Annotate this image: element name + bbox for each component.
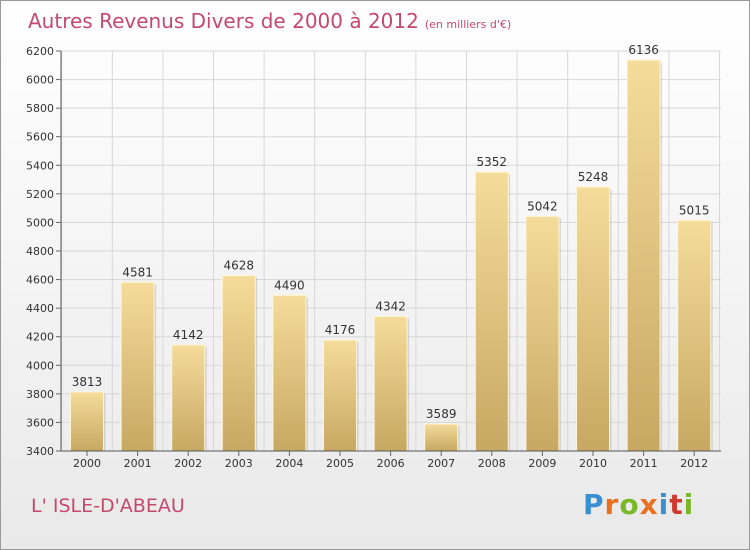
y-tick-label: 3400 bbox=[26, 445, 54, 458]
bars: 3813 4581 4142 4628 4490 4176 4342 3589 5352 5042… bbox=[70, 43, 713, 452]
value-label: 5015 bbox=[679, 203, 710, 217]
x-tick-label: 2009 bbox=[528, 457, 556, 470]
y-tick-label: 5000 bbox=[26, 216, 54, 229]
bar-2002[interactable] bbox=[171, 344, 206, 452]
y-tick-label: 4600 bbox=[26, 274, 54, 287]
bar-2009[interactable] bbox=[525, 215, 560, 452]
x-tick-label: 2004 bbox=[275, 457, 303, 470]
proxiti-logo[interactable]: Proxiti bbox=[583, 488, 694, 521]
value-label: 5042 bbox=[527, 199, 558, 213]
y-tick-label: 5800 bbox=[26, 102, 54, 115]
y-tick-label: 3800 bbox=[26, 388, 54, 401]
x-tick-label: 2010 bbox=[579, 457, 607, 470]
logo-letter: o bbox=[619, 488, 640, 521]
bar-2012[interactable] bbox=[677, 219, 712, 452]
x-tick-label: 2007 bbox=[427, 457, 455, 470]
chart-title: Autres Revenus Divers de 2000 à 2012 (en … bbox=[28, 9, 511, 33]
bar-2010[interactable] bbox=[576, 186, 610, 452]
value-label: 3813 bbox=[72, 375, 103, 389]
x-tick-label: 2005 bbox=[326, 457, 354, 470]
logo-letter: x bbox=[639, 488, 659, 521]
logo-letter: t bbox=[669, 488, 684, 521]
value-label: 6136 bbox=[628, 43, 659, 57]
y-tick-label: 6200 bbox=[26, 45, 54, 58]
x-tick-label: 2001 bbox=[124, 457, 152, 470]
bar-2011[interactable] bbox=[626, 59, 661, 452]
bar-2003[interactable] bbox=[221, 275, 256, 452]
y-tick-label: 5600 bbox=[26, 131, 54, 144]
y-tick-label: 5200 bbox=[26, 188, 54, 201]
y-tick-label: 6000 bbox=[26, 74, 54, 87]
bar-2005[interactable] bbox=[323, 339, 357, 452]
x-tick-label: 2011 bbox=[630, 457, 658, 470]
commune-name: L' ISLE-D'ABEAU bbox=[31, 495, 185, 517]
bar-2006[interactable] bbox=[373, 315, 408, 452]
y-tick-label: 4800 bbox=[26, 245, 54, 258]
value-label: 4490 bbox=[274, 278, 305, 292]
x-tick-label: 2000 bbox=[73, 457, 101, 470]
chart-title-text: Autres Revenus Divers de 2000 à 2012 bbox=[28, 9, 419, 33]
y-tick-label: 4200 bbox=[26, 331, 54, 344]
x-tick-label: 2006 bbox=[377, 457, 405, 470]
logo-letter: i bbox=[658, 488, 670, 521]
x-tick-label: 2008 bbox=[478, 457, 506, 470]
axes: 3400 3600 3800 4000 4200 4400 4600 4800 5000 5200… bbox=[26, 45, 721, 470]
chart-subtitle: (en milliers d'€) bbox=[424, 18, 512, 31]
bar-2008[interactable] bbox=[474, 171, 509, 452]
value-label: 5248 bbox=[578, 170, 609, 184]
value-label: 4628 bbox=[224, 259, 255, 273]
bar-2001[interactable] bbox=[120, 281, 155, 452]
value-label: 5352 bbox=[477, 155, 508, 169]
value-label: 4142 bbox=[173, 328, 204, 342]
x-tick-label: 2003 bbox=[225, 457, 253, 470]
logo-letter: P bbox=[583, 488, 605, 521]
value-label: 4176 bbox=[325, 323, 356, 337]
value-label: 3589 bbox=[426, 407, 457, 421]
value-label: 4581 bbox=[122, 265, 153, 279]
x-tick-label: 2012 bbox=[680, 457, 708, 470]
y-tick-label: 5400 bbox=[26, 159, 54, 172]
x-tick-label: 2002 bbox=[174, 457, 202, 470]
logo-letter: i bbox=[683, 488, 695, 521]
value-label: 4342 bbox=[375, 299, 406, 313]
bar-2004[interactable] bbox=[272, 294, 307, 452]
y-tick-label: 4400 bbox=[26, 302, 54, 315]
logo-letter: r bbox=[604, 488, 620, 521]
bar-2000[interactable] bbox=[70, 391, 104, 452]
bar-2007[interactable] bbox=[424, 423, 459, 452]
y-tick-label: 3600 bbox=[26, 416, 54, 429]
y-tick-label: 4000 bbox=[26, 359, 54, 372]
